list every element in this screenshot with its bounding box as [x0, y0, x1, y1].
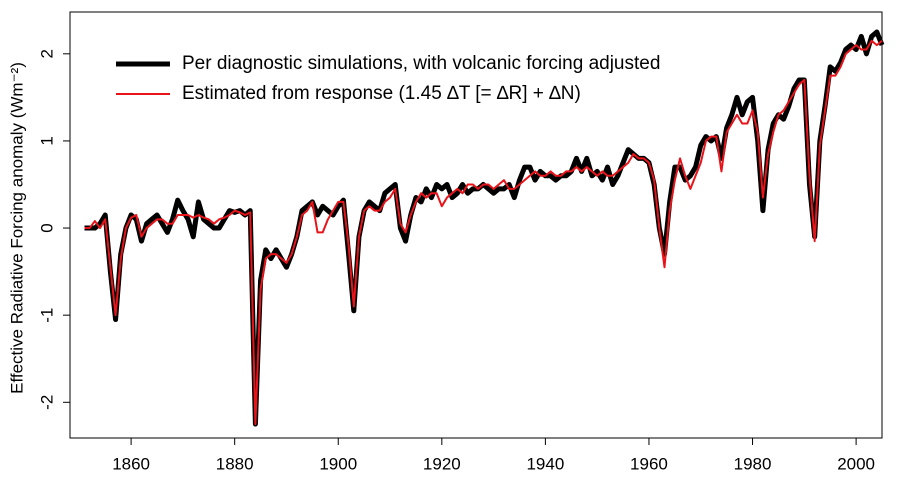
y-axis-label: Effective Radiative Forcing anomaly (Wm⁻…	[7, 62, 26, 394]
x-tick-label: 1860	[112, 454, 150, 473]
plot-frame	[69, 11, 883, 439]
x-tick-label: 1980	[734, 454, 772, 473]
x-tick-label: 1960	[630, 454, 668, 473]
y-tick-label: -1	[37, 308, 56, 323]
y-tick-label: 0	[37, 223, 56, 232]
legend-label: Per diagnostic simulations, with volcani…	[182, 53, 660, 74]
x-tick-label: 1900	[319, 454, 357, 473]
series-line	[84, 39, 883, 426]
x-tick-label: 1920	[423, 454, 461, 473]
x-tick-label: 2000	[837, 454, 875, 473]
x-tick-label: 1880	[216, 454, 254, 473]
y-tick-label: 2	[37, 49, 56, 58]
legend-label: Estimated from response (1.45 ∆T [= ∆R] …	[182, 83, 581, 104]
y-tick-label: 1	[37, 136, 56, 145]
x-tick-label: 1940	[526, 454, 564, 473]
y-tick-label: -2	[37, 395, 56, 410]
